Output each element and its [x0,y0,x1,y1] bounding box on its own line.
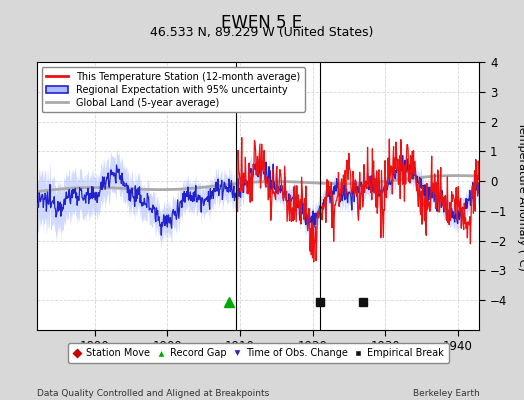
Text: EWEN 5 E: EWEN 5 E [222,14,302,32]
Text: Data Quality Controlled and Aligned at Breakpoints: Data Quality Controlled and Aligned at B… [37,389,269,398]
Legend: Station Move, Record Gap, Time of Obs. Change, Empirical Break: Station Move, Record Gap, Time of Obs. C… [68,343,449,363]
Legend: This Temperature Station (12-month average), Regional Expectation with 95% uncer: This Temperature Station (12-month avera… [41,67,304,112]
Y-axis label: Temperature Anomaly (°C): Temperature Anomaly (°C) [517,122,524,270]
Text: 46.533 N, 89.229 W (United States): 46.533 N, 89.229 W (United States) [150,26,374,39]
Text: Berkeley Earth: Berkeley Earth [413,389,479,398]
